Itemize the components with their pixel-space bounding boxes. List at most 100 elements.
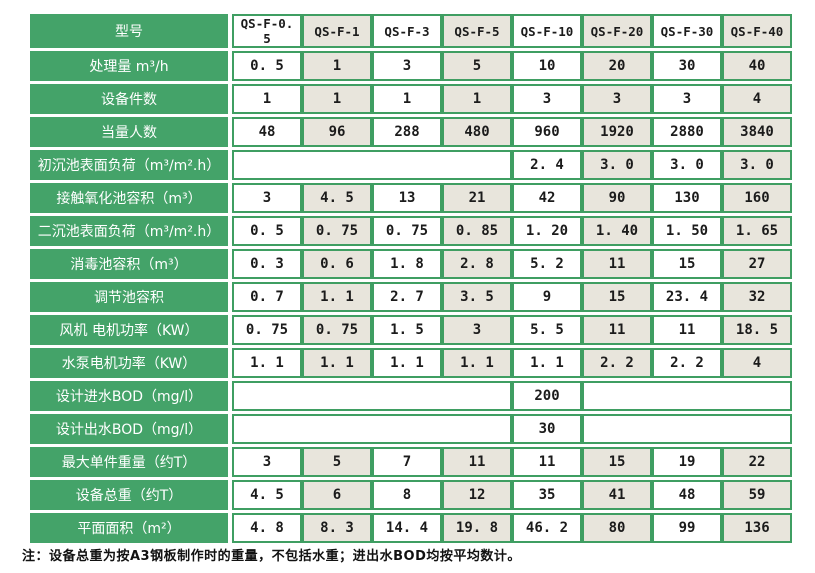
value-cell: 1920 <box>582 117 652 147</box>
value-cell: 15 <box>582 282 652 312</box>
value-cell: 1 <box>442 84 512 114</box>
value-cell: 3 <box>512 84 582 114</box>
value-cell: 9 <box>512 282 582 312</box>
model-header-cell: QS-F-20 <box>582 14 652 48</box>
value-cell: 5 <box>302 447 372 477</box>
row-label: 二沉池表面负荷（m³/m².h） <box>30 216 232 246</box>
table-row: 设备总重（约T） 4. 5 6 8 12 35 41 48 59 <box>30 480 792 510</box>
value-cell: 13 <box>372 183 442 213</box>
table-row: 设备件数 1 1 1 1 3 3 3 4 <box>30 84 792 114</box>
value-cell: 0. 7 <box>232 282 302 312</box>
model-header-cell: QS-F-10 <box>512 14 582 48</box>
value-cell: 3 <box>232 183 302 213</box>
row-label: 设备件数 <box>30 84 232 114</box>
value-cell: 0. 5 <box>232 216 302 246</box>
value-cell: 3 <box>442 315 512 345</box>
value-cell: 4. 8 <box>232 513 302 543</box>
row-label: 设计进水BOD（mg/l） <box>30 381 232 411</box>
value-cell: 40 <box>722 51 792 81</box>
table-row: 最大单件重量（约T） 3 5 7 11 11 15 19 22 <box>30 447 792 477</box>
row-label: 风机 电机功率（KW） <box>30 315 232 345</box>
value-cell: 1. 1 <box>302 282 372 312</box>
table-header: 型号 QS-F-0. 5 QS-F-1 QS-F-3 QS-F-5 QS-F-10 QS-F… <box>30 14 792 48</box>
table-row: 消毒池容积（m³） 0. 3 0. 6 1. 8 2. 8 5. 2 11 15 27 <box>30 249 792 279</box>
value-cell: 0. 5 <box>232 51 302 81</box>
row-label: 水泵电机功率（KW） <box>30 348 232 378</box>
row-label: 调节池容积 <box>30 282 232 312</box>
value-cell: 41 <box>582 480 652 510</box>
value-cell: 48 <box>652 480 722 510</box>
model-header-cell: QS-F-0. 5 <box>232 14 302 48</box>
value-cell: 2880 <box>652 117 722 147</box>
value-cell: 18. 5 <box>722 315 792 345</box>
value-cell: 99 <box>652 513 722 543</box>
header-row: 型号 QS-F-0. 5 QS-F-1 QS-F-3 QS-F-5 QS-F-10 QS-F… <box>30 14 792 48</box>
value-cell: 1. 50 <box>652 216 722 246</box>
value-cell: 22 <box>722 447 792 477</box>
table-row: 设计出水BOD（mg/l） 30 <box>30 414 792 444</box>
table-row: 设计进水BOD（mg/l） 200 <box>30 381 792 411</box>
value-cell: 1. 40 <box>582 216 652 246</box>
value-cell: 1. 20 <box>512 216 582 246</box>
empty-merged-cell <box>232 414 512 444</box>
value-cell: 96 <box>302 117 372 147</box>
value-cell: 90 <box>582 183 652 213</box>
footnote: 注：设备总重为按A3钢板制作时的重量，不包括水重；进出水BOD均按平均数计。 <box>22 549 521 564</box>
value-cell: 11 <box>582 249 652 279</box>
value-cell: 11 <box>582 315 652 345</box>
value-cell: 14. 4 <box>372 513 442 543</box>
value-cell: 4 <box>722 348 792 378</box>
table-row: 二沉池表面负荷（m³/m².h） 0. 5 0. 75 0. 75 0. 85 1. 20… <box>30 216 792 246</box>
value-cell: 1. 8 <box>372 249 442 279</box>
value-cell: 5. 5 <box>512 315 582 345</box>
value-cell: 30 <box>512 414 582 444</box>
empty-merged-cell <box>582 414 792 444</box>
value-cell: 0. 75 <box>302 216 372 246</box>
empty-merged-cell <box>232 150 512 180</box>
value-cell: 2. 2 <box>582 348 652 378</box>
table-row: 调节池容积 0. 7 1. 1 2. 7 3. 5 9 15 23. 4 32 <box>30 282 792 312</box>
table-row: 风机 电机功率（KW） 0. 75 0. 75 1. 5 3 5. 5 11 11 18. 5 <box>30 315 792 345</box>
value-cell: 3 <box>372 51 442 81</box>
row-label: 最大单件重量（约T） <box>30 447 232 477</box>
value-cell: 23. 4 <box>652 282 722 312</box>
value-cell: 8 <box>372 480 442 510</box>
value-cell: 0. 6 <box>302 249 372 279</box>
value-cell: 11 <box>512 447 582 477</box>
row-label: 设计出水BOD（mg/l） <box>30 414 232 444</box>
value-cell: 20 <box>582 51 652 81</box>
value-cell: 3 <box>582 84 652 114</box>
value-cell: 0. 75 <box>232 315 302 345</box>
value-cell: 1. 65 <box>722 216 792 246</box>
table-row: 接触氧化池容积（m³） 3 4. 5 13 21 42 90 130 160 <box>30 183 792 213</box>
value-cell: 1 <box>372 84 442 114</box>
value-cell: 15 <box>652 249 722 279</box>
row-label: 初沉池表面负荷（m³/m².h） <box>30 150 232 180</box>
value-cell: 2. 2 <box>652 348 722 378</box>
value-cell: 1 <box>302 51 372 81</box>
value-cell: 3 <box>232 447 302 477</box>
value-cell: 3. 0 <box>582 150 652 180</box>
value-cell: 0. 75 <box>302 315 372 345</box>
value-cell: 2. 4 <box>512 150 582 180</box>
value-cell: 1 <box>232 84 302 114</box>
value-cell: 130 <box>652 183 722 213</box>
value-cell: 5 <box>442 51 512 81</box>
value-cell: 480 <box>442 117 512 147</box>
value-cell: 3 <box>652 84 722 114</box>
spec-table: 型号 QS-F-0. 5 QS-F-1 QS-F-3 QS-F-5 QS-F-10 QS-F… <box>30 11 792 546</box>
value-cell: 8. 3 <box>302 513 372 543</box>
row-label: 消毒池容积（m³） <box>30 249 232 279</box>
row-label: 设备总重（约T） <box>30 480 232 510</box>
value-cell: 27 <box>722 249 792 279</box>
value-cell: 3840 <box>722 117 792 147</box>
value-cell: 1. 1 <box>512 348 582 378</box>
table-row: 当量人数 48 96 288 480 960 1920 2880 3840 <box>30 117 792 147</box>
value-cell: 11 <box>442 447 512 477</box>
value-cell: 3. 0 <box>652 150 722 180</box>
value-cell: 2. 7 <box>372 282 442 312</box>
value-cell: 19 <box>652 447 722 477</box>
value-cell: 10 <box>512 51 582 81</box>
